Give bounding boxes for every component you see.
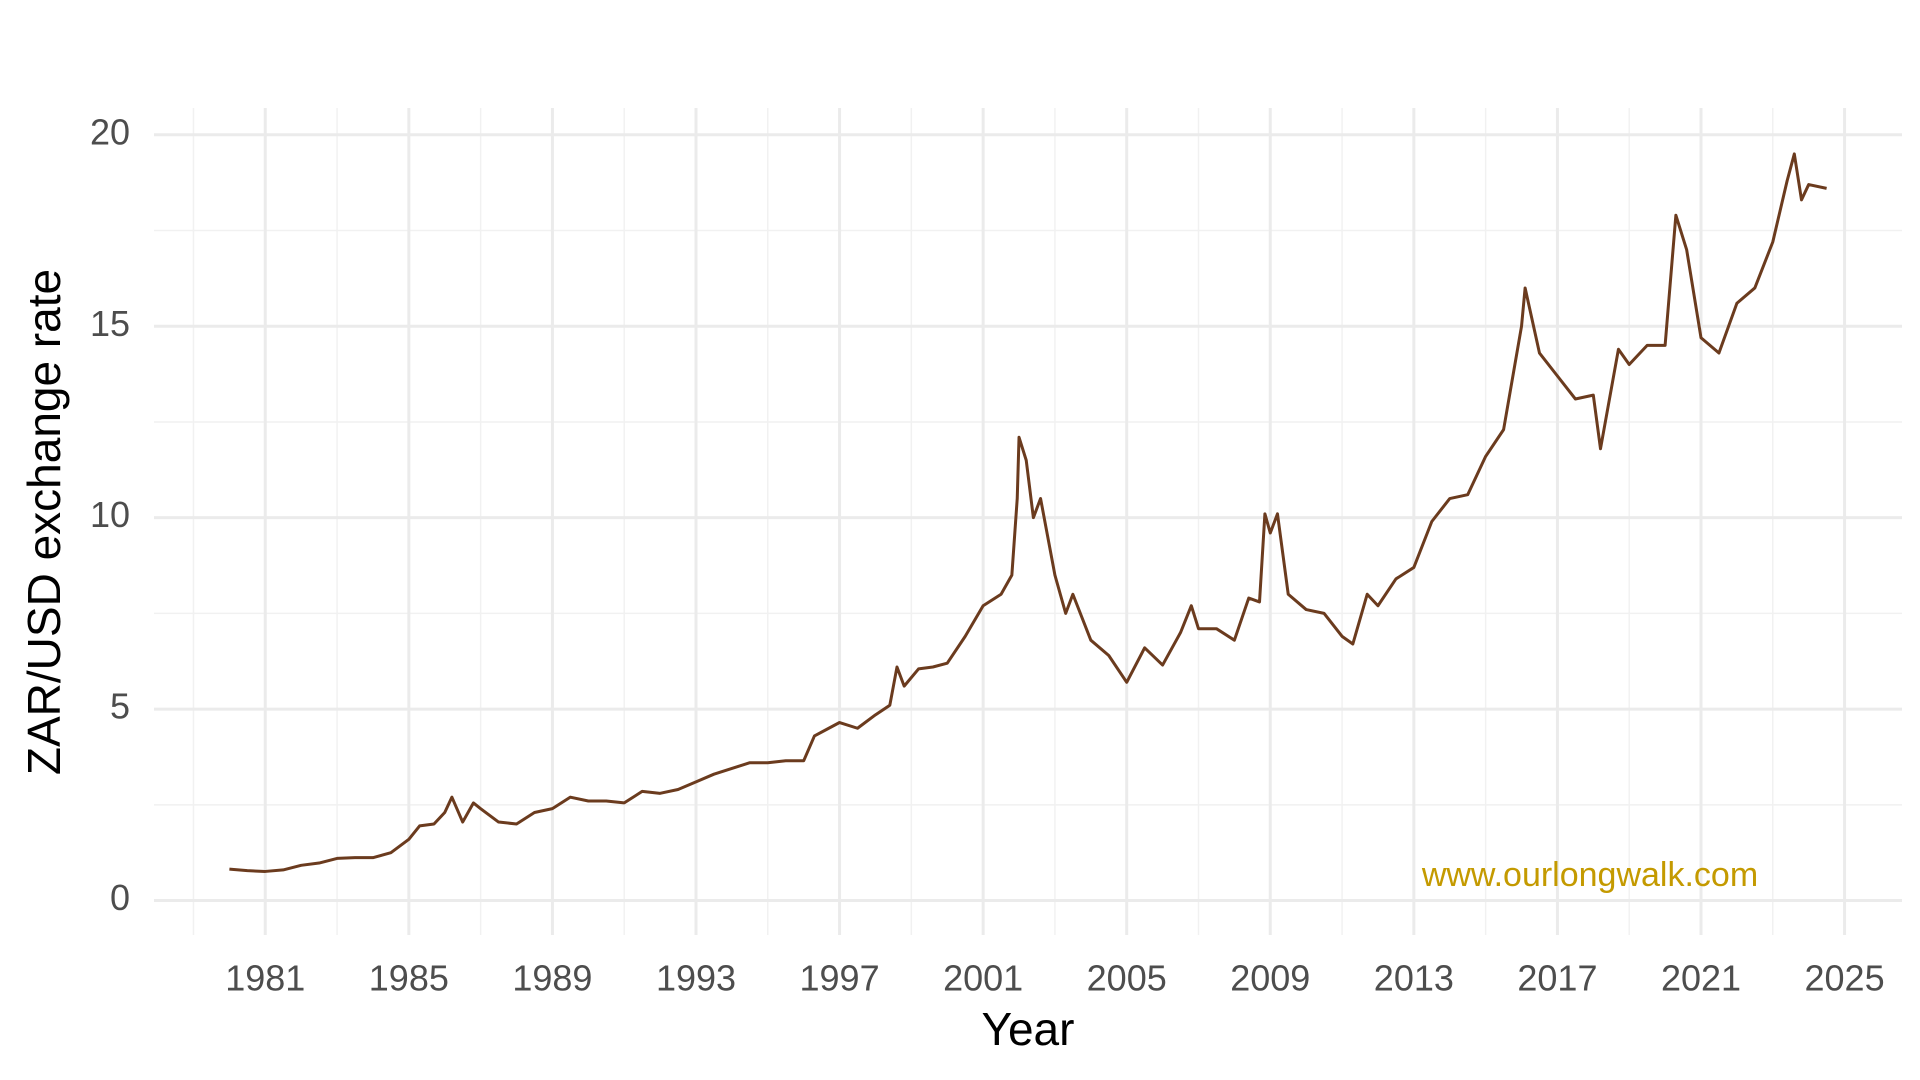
x-tick-label: 1993 [656, 958, 736, 999]
x-tick-label: 2001 [943, 958, 1023, 999]
y-tick-label: 15 [90, 303, 130, 344]
x-tick-label: 1981 [225, 958, 305, 999]
x-tick-label: 2017 [1517, 958, 1597, 999]
x-tick-label: 2009 [1230, 958, 1310, 999]
y-tick-label: 20 [90, 111, 130, 152]
y-tick-label: 10 [90, 494, 130, 535]
x-tick-label: 2013 [1374, 958, 1454, 999]
y-tick-label: 0 [110, 877, 130, 918]
x-tick-label: 2021 [1661, 958, 1741, 999]
watermark: www.ourlongwalk.com [1421, 856, 1758, 894]
x-tick-label: 2005 [1087, 958, 1167, 999]
data-line [229, 152, 1827, 873]
y-axis-title: ZAR/USD exchange rate [18, 269, 70, 775]
x-tick-label: 1989 [512, 958, 592, 999]
y-tick-label: 5 [110, 686, 130, 727]
x-tick-label: 2025 [1805, 958, 1885, 999]
x-tick-label: 1997 [800, 958, 880, 999]
x-tick-label: 1985 [369, 958, 449, 999]
x-axis-title: Year [982, 1003, 1075, 1055]
